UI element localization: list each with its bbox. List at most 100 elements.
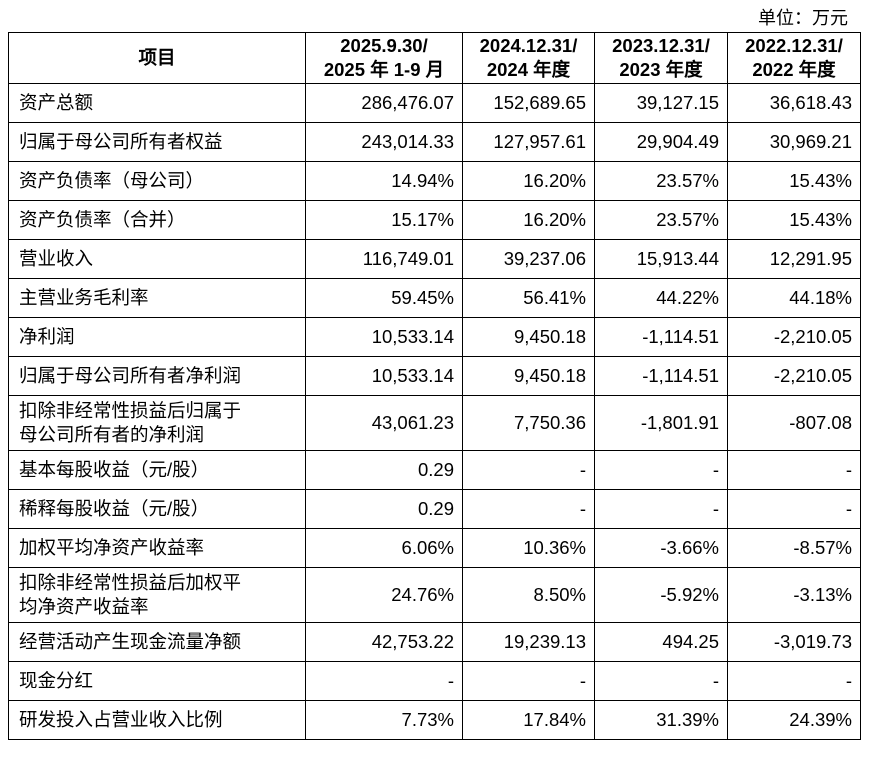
value-cell: 15.43% [727, 200, 861, 240]
value-cell: 16.20% [462, 200, 595, 240]
value-cell: 17.84% [462, 700, 595, 740]
value-cell: 36,618.43 [727, 83, 861, 123]
cell-line: 2023.12.31/ [612, 35, 710, 56]
value-cell: - [462, 661, 595, 701]
value-cell: 116,749.01 [305, 239, 463, 279]
value-cell: 10,533.14 [305, 356, 463, 396]
value-cell: 243,014.33 [305, 122, 463, 162]
cell-line: 营业收入 [19, 248, 94, 269]
cell-line: 加权平均净资产收益率 [19, 537, 205, 558]
value-cell: -5.92% [594, 567, 728, 623]
cell-line: 主营业务毛利率 [19, 287, 149, 308]
value-cell: -1,114.51 [594, 356, 728, 396]
value-cell: 44.22% [594, 278, 728, 318]
table-row: 资产负债率（合并） 15.17% 16.20% 23.57% 15.43% [8, 200, 861, 240]
value-cell: 127,957.61 [462, 122, 595, 162]
cell-line: 资产负债率（合并） [19, 209, 186, 230]
value-cell: 23.57% [594, 200, 728, 240]
header-row: 项目 2025.9.30/2025 年 1-9 月 2024.12.31/2024 … [8, 32, 861, 84]
value-cell: - [305, 661, 463, 701]
value-cell: 56.41% [462, 278, 595, 318]
value-cell: 43,061.23 [305, 395, 463, 451]
value-cell: - [594, 661, 728, 701]
table-row: 稀释每股收益（元/股） 0.29- - - [8, 489, 861, 529]
cell-line: 2023 年度 [619, 59, 703, 80]
value-cell: - [727, 661, 861, 701]
cell-line: 资产总额 [19, 92, 94, 113]
value-cell: 15.43% [727, 161, 861, 201]
value-cell: 7.73% [305, 700, 463, 740]
value-cell: -2,210.05 [727, 317, 861, 357]
cell-line: 归属于母公司所有者权益 [19, 131, 223, 152]
row-label: 归属于母公司所有者净利润 [8, 356, 306, 396]
value-cell: -1,801.91 [594, 395, 728, 451]
cell-line: 均净资产收益率 [19, 596, 149, 617]
value-cell: 16.20% [462, 161, 595, 201]
value-cell: 42,753.22 [305, 622, 463, 662]
value-cell: 24.39% [727, 700, 861, 740]
value-cell: 152,689.65 [462, 83, 595, 123]
value-cell: -1,114.51 [594, 317, 728, 357]
value-cell: - [727, 450, 861, 490]
table-row: 扣除非经常性损益后归属于 母公司所有者的净利润 43,061.23 7,750.36-… [8, 395, 861, 451]
cell-line: 基本每股收益（元/股） [19, 459, 210, 480]
cell-line: 2022 年度 [752, 59, 836, 80]
table-row: 净利润 10,533.14 9,450.18 -1,114.51 -2,210.05 [8, 317, 861, 357]
header-cell: 2024.12.31/2024 年度 [462, 32, 595, 84]
value-cell: 30,969.21 [727, 122, 861, 162]
row-label: 稀释每股收益（元/股） [8, 489, 306, 529]
cell-line: 2022.12.31/ [745, 35, 843, 56]
row-label: 主营业务毛利率 [8, 278, 306, 318]
cell-line: 净利润 [19, 326, 75, 347]
value-cell: 59.45% [305, 278, 463, 318]
value-cell: -8.57% [727, 528, 861, 568]
value-cell: 15,913.44 [594, 239, 728, 279]
value-cell: -3.66% [594, 528, 728, 568]
value-cell: - [462, 450, 595, 490]
value-cell: 15.17% [305, 200, 463, 240]
value-cell: 494.25 [594, 622, 728, 662]
cell-line: 2024.12.31/ [479, 35, 578, 56]
value-cell: 14.94% [305, 161, 463, 201]
row-label: 营业收入 [8, 239, 306, 279]
row-label: 经营活动产生现金流量净额 [8, 622, 306, 662]
table-row: 主营业务毛利率 59.45% 56.41% 44.22% 44.18% [8, 278, 861, 318]
value-cell: 8.50% [462, 567, 595, 623]
table-row: 营业收入 116,749.01 39,237.06 15,913.44 12,291.9… [8, 239, 861, 279]
financial-table: 项目 2025.9.30/2025 年 1-9 月 2024.12.31/2024 … [8, 32, 861, 740]
value-cell: 6.06% [305, 528, 463, 568]
unit-label: 单位：万元 [758, 8, 848, 28]
value-cell: -807.08 [727, 395, 861, 451]
row-label: 资产负债率（合并） [8, 200, 306, 240]
table-row: 归属于母公司所有者权益 243,014.33 127,957.61 29,904.49… [8, 122, 861, 162]
value-cell: -3,019.73 [727, 622, 861, 662]
cell-line: 扣除非经常性损益后加权平 [19, 572, 242, 593]
table-row: 经营活动产生现金流量净额 42,753.22 19,239.13 494.25 -3,0… [8, 622, 861, 662]
value-cell: 31.39% [594, 700, 728, 740]
cell-line: 扣除非经常性损益后归属于 [19, 400, 242, 421]
row-label: 加权平均净资产收益率 [8, 528, 306, 568]
value-cell: 0.29 [305, 450, 463, 490]
table-body: 资产总额 286,476.07 152,689.65 39,127.15 36,618.… [8, 83, 861, 740]
row-label: 扣除非经常性损益后归属于 母公司所有者的净利润 [8, 395, 306, 451]
row-label: 资产总额 [8, 83, 306, 123]
value-cell: - [594, 489, 728, 529]
header-cell: 2022.12.31/2022 年度 [727, 32, 861, 84]
table-row: 扣除非经常性损益后加权平 均净资产收益率 24.76% 8.50% -5.92% -3.1… [8, 567, 861, 623]
value-cell: - [727, 489, 861, 529]
header-cell: 2025.9.30/2025 年 1-9 月 [305, 32, 463, 84]
cell-line: 母公司所有者的净利润 [19, 424, 205, 445]
value-cell: 39,237.06 [462, 239, 595, 279]
table-row: 现金分红 - - - - [8, 661, 861, 701]
cell-line: 资产负债率（母公司） [19, 170, 205, 191]
cell-line: 归属于母公司所有者净利润 [19, 365, 242, 386]
cell-line: 现金分红 [19, 670, 94, 691]
table-row: 归属于母公司所有者净利润 10,533.14 9,450.18 -1,114.51 -2… [8, 356, 861, 396]
header-cell: 2023.12.31/2023 年度 [594, 32, 728, 84]
cell-line: 经营活动产生现金流量净额 [19, 631, 242, 652]
table-row: 资产负债率（母公司） 14.94% 16.20% 23.57% 15.43% [8, 161, 861, 201]
value-cell: 23.57% [594, 161, 728, 201]
row-label: 扣除非经常性损益后加权平 均净资产收益率 [8, 567, 306, 623]
value-cell: 24.76% [305, 567, 463, 623]
